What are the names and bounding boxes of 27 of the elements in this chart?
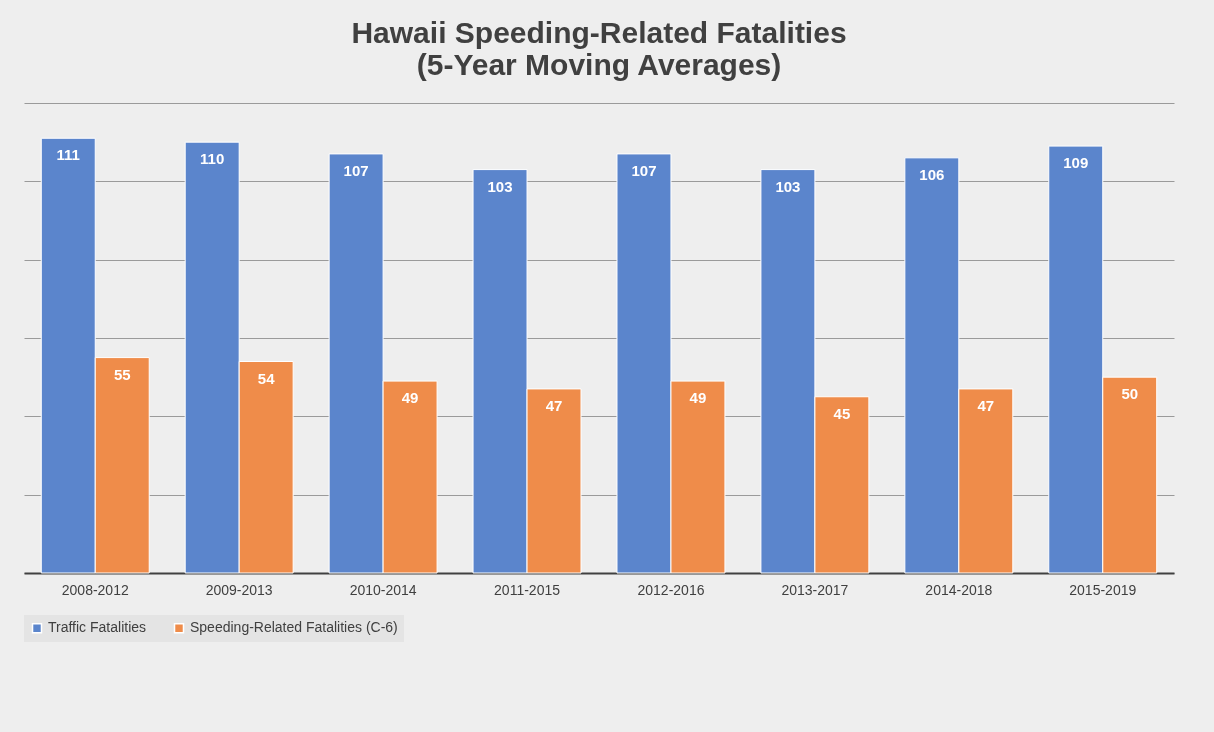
data-label: 107 <box>343 161 369 179</box>
data-label: 54 <box>257 369 276 387</box>
data-label: 49 <box>689 389 707 407</box>
x-tick-label: 2009-2013 <box>205 581 273 598</box>
data-label: 109 <box>1063 154 1089 172</box>
x-tick-label: 2014-2018 <box>925 581 993 598</box>
data-label: 45 <box>833 404 851 422</box>
x-tick-label: 2008-2012 <box>61 581 129 598</box>
x-tick-label: 2013-2017 <box>781 581 849 598</box>
data-label: 110 <box>200 150 225 168</box>
data-label: 103 <box>487 177 513 195</box>
legend-label: Speeding-Related Fatalities (C-6) <box>190 619 398 636</box>
data-label: 111 <box>56 146 80 164</box>
data-label: 50 <box>1121 385 1139 403</box>
x-tick-label: 2010-2014 <box>349 581 417 598</box>
x-tick-label: 2012-2016 <box>637 581 705 598</box>
data-label: 47 <box>545 396 563 414</box>
data-label: 107 <box>631 161 657 179</box>
data-label: 106 <box>919 165 945 183</box>
chart-title: Hawaii Speeding-Related Fatalities (5-Year Moving Averages) <box>351 16 847 81</box>
data-label: 103 <box>775 177 801 195</box>
data-label: 55 <box>113 365 131 383</box>
data-label: 49 <box>401 389 419 407</box>
x-tick-label: 2015-2019 <box>1069 581 1137 598</box>
data-label: 47 <box>977 396 995 414</box>
x-tick-label: 2011-2015 <box>494 581 561 598</box>
legend-label: Traffic Fatalities <box>48 619 147 636</box>
